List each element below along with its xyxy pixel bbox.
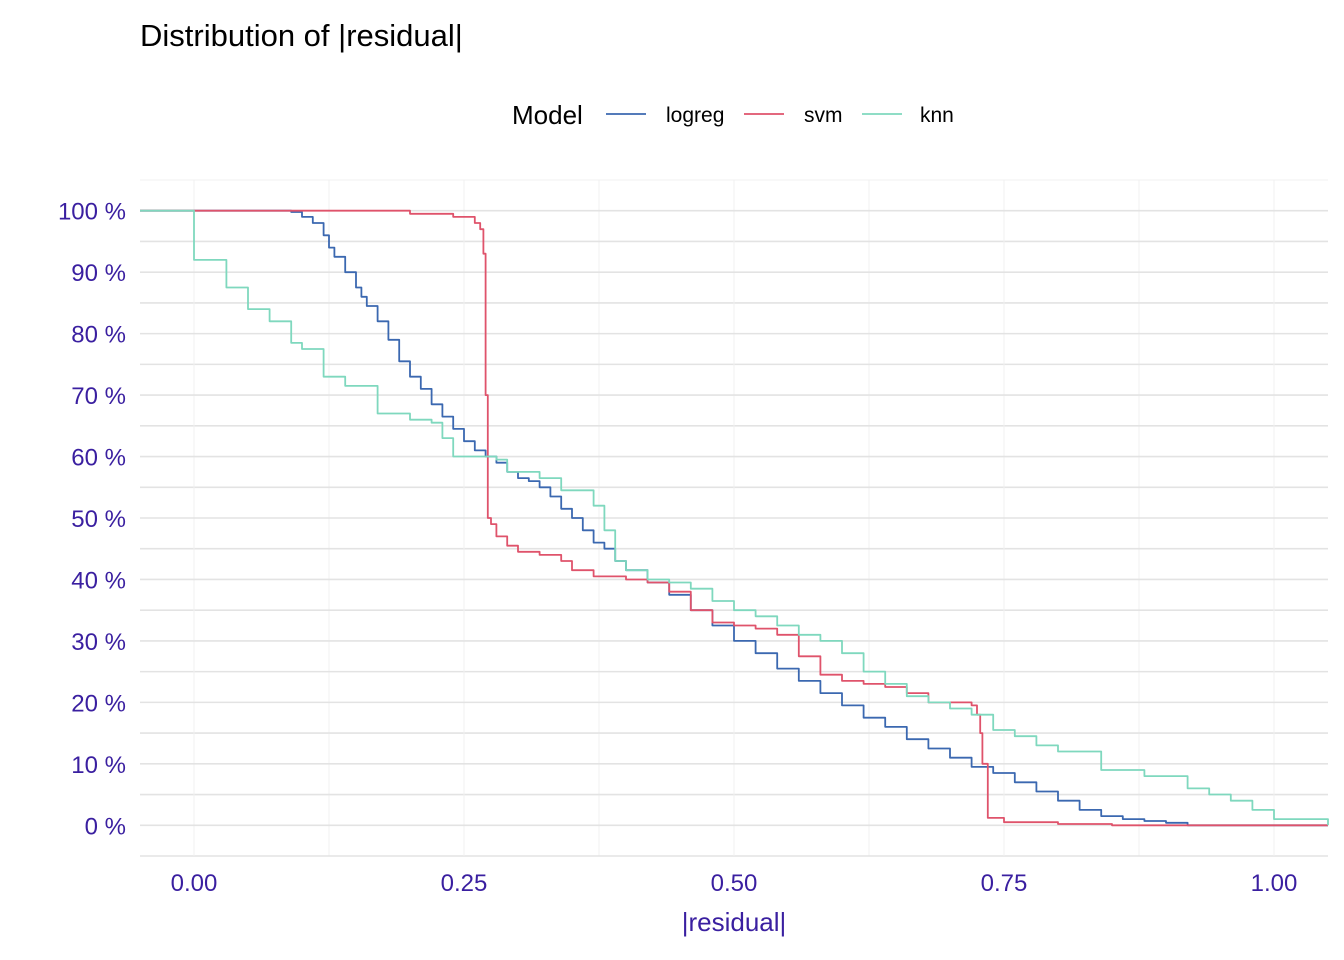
x-tick-label: 1.00	[1251, 870, 1298, 897]
series-line-knn	[140, 209, 1329, 826]
legend-label-knn: knn	[920, 104, 954, 127]
y-tick-label: 80 %	[71, 322, 126, 349]
legend-label-logreg: logreg	[666, 104, 724, 127]
major-gridlines	[140, 180, 1328, 856]
y-tick-label: 30 %	[71, 629, 126, 656]
y-tick-label: 70 %	[71, 383, 126, 410]
y-tick-label: 100 %	[58, 199, 126, 226]
y-tick-label: 60 %	[71, 445, 126, 472]
x-tick-label: 0.75	[981, 870, 1028, 897]
x-tick-label: 0.25	[441, 870, 488, 897]
y-tick-label: 0 %	[85, 813, 126, 840]
series-lines	[140, 209, 1329, 827]
x-tick-label: 0.00	[171, 870, 218, 897]
x-tick-label: 0.50	[711, 870, 758, 897]
y-tick-label: 90 %	[71, 260, 126, 287]
legend: Model logreg svm knn	[512, 100, 954, 130]
legend-title: Model	[512, 100, 583, 130]
chart-title: Distribution of |residual|	[140, 18, 463, 53]
y-axis-tick-labels: 0 % 10 % 20 % 30 % 40 % 50 % 60 % 70 % 80 % 90 % 1…	[58, 199, 126, 841]
legend-label-svm: svm	[804, 104, 843, 127]
x-axis-tick-labels: 0.00 0.25 0.50 0.75 1.00	[171, 870, 1298, 897]
series-line-logreg	[140, 209, 1328, 827]
legend-items: logreg svm knn	[606, 104, 954, 127]
y-tick-label: 20 %	[71, 690, 126, 717]
y-tick-label: 40 %	[71, 567, 126, 594]
y-tick-label: 50 %	[71, 506, 126, 533]
x-axis-title: |residual|	[682, 907, 787, 937]
y-tick-label: 10 %	[71, 752, 126, 779]
